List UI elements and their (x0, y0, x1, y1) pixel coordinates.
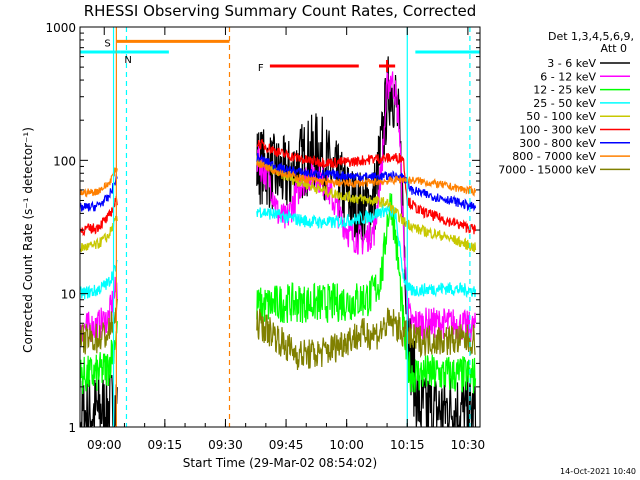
series-line-6 (80, 152, 477, 212)
x-tick-label-5: 10:15 (390, 438, 425, 452)
flag-label-1: N (124, 55, 131, 66)
series-line-2 (80, 193, 477, 397)
generation-timestamp: 14-Oct-2021 10:40 (560, 467, 636, 476)
legend-label-1: 6 - 12 keV (540, 70, 596, 83)
series-line-8 (80, 298, 476, 371)
y-tick-label-3: 1000 (45, 21, 76, 35)
x-tick-label-0: 09:00 (87, 438, 122, 452)
plot-frame (79, 26, 481, 428)
legend-label-5: 100 - 300 keV (519, 124, 596, 137)
y-tick-label-2: 100 (53, 154, 76, 168)
y-tick-label-0: 1 (68, 421, 76, 435)
legend-label-6: 300 - 800 keV (519, 137, 596, 150)
flag-label-0: S (104, 38, 110, 49)
legend-label-4: 50 - 100 keV (526, 110, 596, 123)
chart-title: RHESSI Observing Summary Count Rates, Co… (84, 2, 477, 20)
plot-clipped (80, 27, 480, 427)
x-tick-label-6: 10:30 (451, 438, 486, 452)
plot-area: S N F (80, 27, 480, 427)
y-axis: 1 10 100 1000 (45, 21, 480, 435)
series-line-0 (80, 56, 477, 427)
legend-header-line-2: Att 0 (601, 42, 627, 55)
legend-label-0: 3 - 6 keV (547, 57, 596, 70)
legend-label-3: 25 - 50 keV (533, 97, 596, 110)
x-tick-label-4: 10:00 (329, 438, 364, 452)
series-line-5 (80, 138, 477, 237)
x-tick-label-2: 09:30 (208, 438, 243, 452)
x-axis: 09:00 09:15 09:30 09:45 10:00 10:15 10:30 (83, 27, 486, 452)
y-tick-label-1: 10 (61, 288, 76, 302)
legend-label-2: 12 - 25 keV (533, 84, 596, 97)
legend-header-line-1: Det 1,3,4,5,6,9, (548, 30, 634, 43)
flag-label-2: F (258, 63, 264, 74)
legend-label-7: 800 - 7000 keV (512, 150, 596, 163)
series-line-4 (80, 155, 477, 253)
series-line-3 (80, 204, 477, 300)
x-tick-label-3: 09:45 (269, 438, 304, 452)
legend-label-8: 7000 - 15000 keV (498, 163, 596, 176)
x-tick-label-1: 09:15 (148, 438, 183, 452)
y-axis-label: Corrected Count Rate (s⁻¹ detector⁻¹) (21, 127, 35, 353)
x-axis-label: Start Time (29-Mar-02 08:54:02) (183, 456, 377, 470)
series-line-7 (80, 160, 477, 198)
